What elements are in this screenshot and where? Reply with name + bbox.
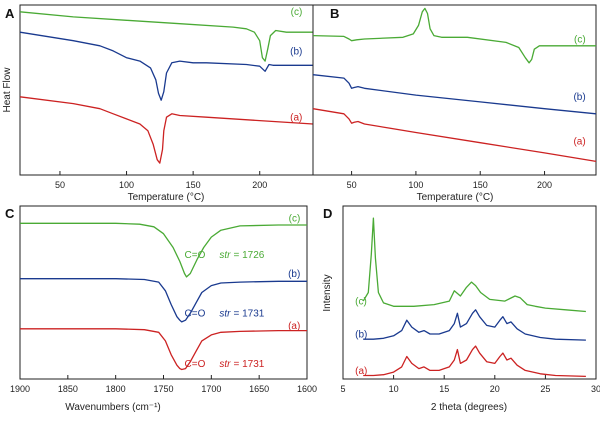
series-line-a — [20, 328, 307, 371]
series-line-b — [312, 74, 597, 115]
peak-annotation: C=O str = 1731 — [185, 309, 265, 320]
x-tick-label: 200 — [252, 180, 267, 190]
x-tick-label: 1800 — [106, 384, 126, 394]
series-label: (c) — [291, 7, 303, 18]
peak-annotation: C=O str = 1726 — [185, 250, 265, 261]
x-tick-label: 50 — [55, 180, 65, 190]
x-tick-label: 1600 — [297, 384, 317, 394]
peak-annotation: C=O str = 1731 — [185, 359, 265, 370]
series-line-c — [19, 11, 313, 62]
panel-label: B — [330, 6, 339, 21]
x-tick-label: 10 — [389, 384, 399, 394]
series-line-c — [362, 217, 586, 313]
panel-d: D 5 10 15 20 25 30 2 theta (degrees) Intensity (c… — [322, 205, 600, 413]
series-label: (b) — [290, 46, 302, 57]
x-tick-label: 150 — [473, 180, 488, 190]
x-tick-label: 1650 — [249, 384, 269, 394]
series-label: (a) — [290, 113, 302, 124]
series-line-a — [312, 108, 597, 163]
panel-c: C 1900 1850 1800 1750 1700 1650 1600 Wavenumbers… — [5, 205, 317, 413]
x-tick-label: 25 — [540, 384, 550, 394]
y-axis-label: Heat Flow — [2, 67, 13, 113]
series-line-b — [19, 31, 313, 101]
x-axis-label: Wavenumbers (cm⁻¹) — [65, 402, 160, 413]
x-axis-label: Temperature (°C) — [417, 192, 494, 203]
x-tick-label: 150 — [186, 180, 201, 190]
x-tick-label: 1750 — [153, 384, 173, 394]
x-tick-label: 50 — [347, 180, 357, 190]
panel-label: D — [323, 206, 332, 221]
x-axis-label: Temperature (°C) — [128, 192, 205, 203]
x-tick-label: 30 — [591, 384, 600, 394]
series-line-b — [20, 278, 307, 323]
series-label: (a) — [573, 136, 585, 147]
series-label: (c) — [574, 34, 586, 45]
series-label: (a) — [355, 366, 367, 377]
panel-label: C — [5, 206, 15, 221]
series-line-a — [19, 96, 314, 164]
x-axis-label: 2 theta (degrees) — [431, 402, 507, 413]
x-tick-label: 15 — [439, 384, 449, 394]
panel-b: B 50 100 150 200 Temperature (°C) (c) (b) (a) — [312, 4, 597, 203]
x-tick-label: 1900 — [10, 384, 30, 394]
series-label: (b) — [355, 329, 367, 340]
series-label: (c) — [355, 297, 367, 308]
x-tick-label: 1700 — [201, 384, 221, 394]
panel-label: A — [5, 6, 15, 21]
panel-frame — [19, 205, 308, 380]
series-line-b — [363, 309, 586, 341]
x-tick-label: 5 — [340, 384, 345, 394]
series-label: (b) — [288, 269, 300, 280]
panel-frame — [342, 205, 597, 380]
x-tick-label: 100 — [408, 180, 423, 190]
x-tick-label: 1850 — [58, 384, 78, 394]
series-line-c — [20, 222, 307, 278]
y-axis-label: Intensity — [322, 274, 333, 311]
panel-a: A 50 100 150 200 Temperature (°C) Heat Flow (c)… — [2, 4, 314, 203]
x-tick-label: 20 — [490, 384, 500, 394]
panel-frame — [312, 4, 597, 176]
series-label: (a) — [288, 321, 300, 332]
series-label: (b) — [573, 92, 585, 103]
panel-frame — [19, 4, 314, 176]
series-label: (c) — [289, 214, 301, 225]
series-line-c — [312, 7, 596, 64]
x-tick-label: 100 — [119, 180, 134, 190]
x-tick-label: 200 — [537, 180, 552, 190]
series-line-a — [363, 345, 586, 378]
